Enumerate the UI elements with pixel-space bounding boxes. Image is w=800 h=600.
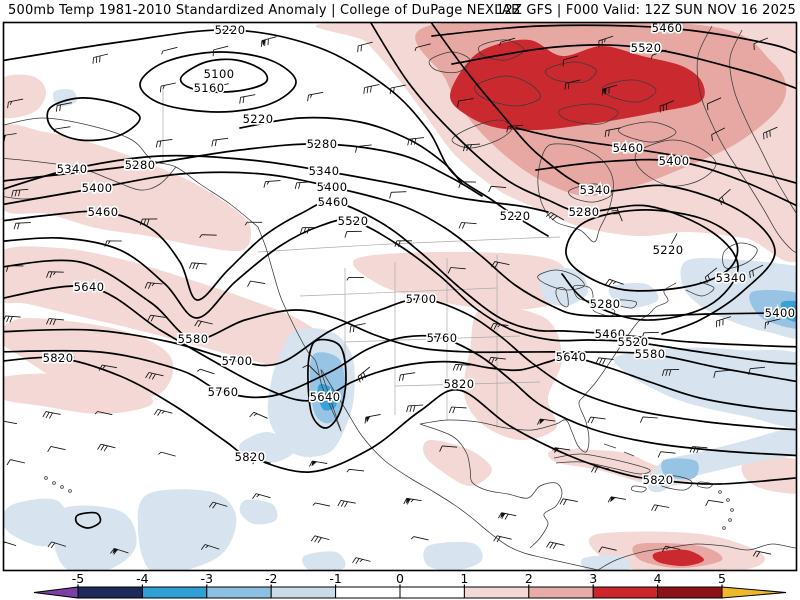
contour-label: 5280: [569, 205, 600, 219]
contour-label: 5400: [82, 181, 113, 195]
contour-label: 5400: [659, 154, 690, 168]
contour-label: 5340: [716, 271, 747, 285]
colorbar-segment: [592, 586, 659, 599]
colorbar-segment: [270, 586, 337, 599]
colorbar-tick-label: 2: [525, 571, 533, 586]
anomaly-shading-layer: [4, 23, 796, 570]
contour-label: 5760: [208, 385, 239, 399]
map-frame: [2, 21, 798, 572]
contour-label: 5280: [590, 297, 621, 311]
contour-label: 5160: [194, 81, 225, 95]
height-contour-layer: [4, 23, 796, 529]
contour-label: 5400: [317, 180, 348, 194]
contour-label: 5820: [235, 450, 266, 464]
contour-label: 5220: [653, 243, 684, 257]
contour-label: 5820: [444, 377, 475, 391]
contour-label: 5520: [338, 214, 369, 228]
contour-label: 5820: [643, 473, 674, 487]
product-title: 500mb Temp 1981-2010 Standardized Anomal…: [8, 3, 521, 18]
contour-label: 5580: [178, 332, 209, 346]
contour-label: 5700: [406, 292, 437, 306]
contour-label: 5580: [635, 347, 666, 361]
contour-label: 5700: [222, 354, 253, 368]
contour-label: 5280: [125, 158, 156, 172]
anomaly-colorbar: -5 -4 -3 -2 -1 0 1 2 3 4 5: [33, 571, 787, 599]
contour-label: 5520: [618, 335, 649, 349]
colorbar-tick-label: -2: [265, 571, 277, 586]
colorbar-tick-label: -4: [136, 571, 149, 586]
colorbar-segment: [463, 586, 530, 599]
colorbar-segment: [528, 586, 594, 599]
colorbar-tick-label: 1: [460, 571, 468, 586]
contour-label: 5460: [88, 205, 119, 219]
contour-label: 5220: [215, 23, 246, 37]
contour-label-layer: 5220510051605220528053405400546056405580…: [41, 21, 796, 489]
title-bar: 500mb Temp 1981-2010 Standardized Anomal…: [0, 2, 800, 20]
colorbar-tick-label: 0: [396, 571, 404, 586]
contour-label: 5460: [318, 195, 349, 209]
contour-label: 5280: [307, 137, 338, 151]
contour-label: 5760: [427, 331, 458, 345]
colorbar-tick-label: 4: [654, 571, 662, 586]
contour-label: 5340: [57, 162, 88, 176]
colorbar-segment: [657, 586, 723, 599]
contour-label: 5220: [243, 112, 274, 126]
contour-label: 5640: [556, 350, 587, 364]
contour-label: 5340: [309, 164, 340, 178]
colorbar-tick-label: 3: [589, 571, 597, 586]
model-valid-time: 12Z GFS | F000 Valid: 12Z SUN NOV 16 202…: [496, 3, 796, 18]
contour-label: 5340: [580, 183, 611, 197]
colorbar-segment: [77, 586, 143, 599]
colorbar-tick-label: 5: [718, 571, 726, 586]
contour-label: 5640: [310, 390, 341, 404]
colorbar-tick-label: -1: [329, 571, 341, 586]
state-border-layer: [162, 88, 561, 428]
contour-label: 5460: [652, 21, 683, 35]
colorbar-tick-label: -5: [72, 571, 84, 586]
colorbar-segment: [399, 586, 465, 599]
contour-label: 5460: [595, 327, 626, 341]
colorbar-tick-label: -3: [201, 571, 213, 586]
colorbar-segment: [335, 586, 401, 599]
colorbar-segment: [206, 586, 272, 599]
contour-label: 5220: [500, 209, 531, 223]
contour-label: 5520: [631, 41, 662, 55]
contour-label: 5640: [74, 280, 105, 294]
contour-label: 5820: [43, 351, 74, 365]
contour-label: 5460: [613, 141, 644, 155]
contour-label: 5400: [765, 306, 796, 320]
contour-label: 5100: [204, 67, 235, 81]
coastline-layer: [4, 25, 796, 570]
colorbar-segment: [141, 586, 208, 599]
